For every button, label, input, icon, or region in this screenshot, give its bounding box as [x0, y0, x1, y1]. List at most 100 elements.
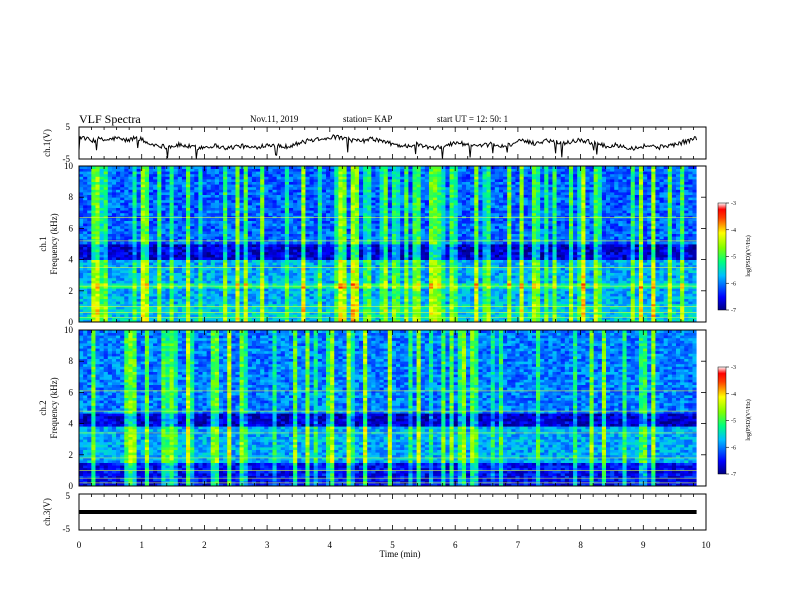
- spectrogram-cell: [157, 179, 162, 182]
- spectrogram-cell: [350, 212, 356, 216]
- spectrogram-cell: [391, 285, 397, 289]
- spectrogram-cell: [350, 311, 356, 315]
- spectrogram-cell: [412, 262, 418, 266]
- spectrogram-cell: [99, 290, 105, 294]
- spectrogram-cell: [140, 275, 146, 279]
- spectrogram-cell: [214, 197, 220, 201]
- spectrogram-cell: [239, 207, 245, 211]
- spectrogram-cell: [358, 257, 364, 260]
- spectrogram-cell: [231, 319, 236, 323]
- spectrogram-cell: [140, 215, 146, 219]
- spectrogram-cell: [83, 262, 88, 266]
- spectrogram-cell: [120, 306, 125, 310]
- spectrogram-cell: [214, 233, 220, 237]
- spectrogram-cell: [400, 231, 405, 234]
- spectrogram-cell: [288, 181, 294, 185]
- spectrogram-cell: [354, 205, 360, 208]
- spectrogram-cell: [148, 220, 154, 224]
- spectrogram-cell: [202, 186, 208, 190]
- spectrogram-cell: [404, 238, 409, 242]
- spectrogram-cell: [87, 257, 92, 260]
- spectrogram-cell: [227, 220, 232, 224]
- spectrogram-cell: [223, 218, 228, 221]
- spectrogram-cell: [293, 202, 298, 206]
- spectrogram-cell: [231, 223, 236, 227]
- spectrogram-cell: [227, 223, 232, 227]
- spectrogram-cell: [354, 197, 360, 201]
- spectrogram-cell: [321, 228, 327, 232]
- spectrogram-cell: [309, 215, 315, 219]
- spectrogram-cell: [330, 259, 335, 263]
- spectrogram-cell: [202, 238, 208, 242]
- spectrogram-cell: [342, 285, 348, 289]
- spectrogram-cell: [367, 311, 372, 315]
- spectrogram-cell: [194, 189, 199, 193]
- spectrogram-cell: [408, 173, 413, 177]
- spectrogram-cell: [190, 285, 195, 289]
- spectrogram-cell: [231, 301, 236, 305]
- spectrogram-cell: [95, 280, 100, 284]
- spectrogram-cell: [91, 270, 96, 273]
- spectrogram-cell: [346, 298, 352, 302]
- spectrogram-cell: [107, 270, 113, 273]
- spectrogram-cell: [144, 283, 150, 286]
- spectrogram-cell: [186, 241, 191, 245]
- spectrogram-cell: [256, 184, 261, 188]
- spectrogram-cell: [165, 210, 170, 214]
- spectrogram-cell: [321, 303, 327, 307]
- spectrogram-cell: [256, 267, 261, 271]
- spectrogram-cell: [379, 171, 385, 175]
- spectrogram-cell: [124, 171, 129, 175]
- spectrogram-cell: [256, 280, 261, 284]
- spectrogram-cell: [400, 272, 405, 276]
- spectrogram-cell: [363, 254, 368, 258]
- spectrogram-cell: [284, 306, 290, 310]
- spectrogram-cell: [293, 184, 298, 188]
- spectrogram-cell: [379, 205, 385, 208]
- spectrogram-cell: [404, 309, 409, 312]
- spectrogram-cell: [260, 314, 265, 318]
- spectrogram-cell: [400, 311, 405, 315]
- spectrogram-cell: [338, 220, 343, 224]
- spectrogram-cell: [301, 306, 306, 310]
- spectrogram-cell: [371, 277, 376, 281]
- spectrogram-cell: [83, 238, 88, 242]
- spectrogram-cell: [148, 306, 154, 310]
- spectrogram-cell: [95, 264, 100, 268]
- spectrogram-cell: [103, 184, 109, 188]
- spectrogram-cell: [218, 262, 224, 266]
- spectrogram-cell: [260, 223, 265, 227]
- spectrogram-cell: [396, 166, 401, 169]
- spectrogram-cell: [264, 298, 269, 302]
- spectrogram-cell: [91, 309, 96, 312]
- spectrogram-cell: [371, 205, 376, 208]
- spectrogram-cell: [247, 319, 253, 323]
- spectrogram-cell: [400, 296, 405, 299]
- spectrogram-cell: [251, 309, 257, 312]
- spectrogram-cell: [239, 277, 245, 281]
- spectrogram-cell: [223, 199, 228, 203]
- spectrogram-cell: [223, 244, 228, 247]
- spectrogram-cell: [276, 285, 282, 289]
- spectrogram-cell: [338, 225, 343, 229]
- spectrogram-cell: [408, 189, 413, 193]
- spectrogram-cell: [223, 176, 228, 180]
- spectrogram-cell: [358, 228, 364, 232]
- spectrogram-cell: [260, 176, 265, 180]
- spectrogram-cell: [379, 298, 385, 302]
- spectrogram-cell: [396, 309, 401, 312]
- spectrogram-cell: [136, 283, 142, 286]
- spectrogram-cell: [280, 277, 286, 281]
- spectrogram-cell: [354, 215, 360, 219]
- spectrogram-cell: [190, 231, 195, 234]
- spectrogram-cell: [186, 283, 191, 286]
- spectrogram-cell: [367, 210, 372, 214]
- spectrogram-cell: [177, 280, 183, 284]
- spectrogram-cell: [210, 311, 216, 315]
- spectrogram-cell: [186, 202, 191, 206]
- spectrogram-cell: [272, 285, 278, 289]
- spectrogram-cell: [173, 207, 179, 211]
- spectrogram-cell: [169, 301, 175, 305]
- spectrogram-cell: [284, 259, 290, 263]
- spectrogram-cell: [83, 272, 88, 276]
